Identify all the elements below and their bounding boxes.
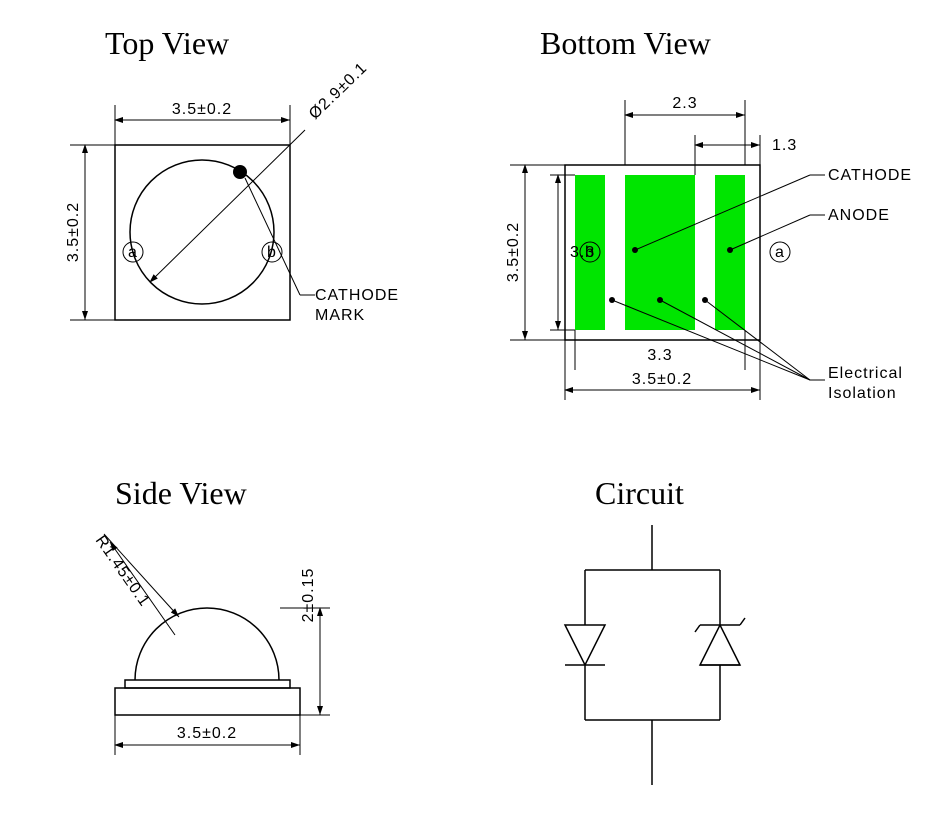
top-view-outline [115, 145, 290, 320]
dim-height-text: 3.5±0.2 [65, 202, 82, 262]
dome-arc [135, 608, 279, 680]
marker-a-text: a [128, 244, 138, 261]
diameter-leader [150, 130, 305, 282]
circuit-group [565, 525, 745, 785]
dim23-text: 2.3 [672, 95, 697, 112]
dim-width-text: 3.5±0.2 [172, 101, 232, 118]
bottom-view-group: b a 2.3 1.3 3.5±0.2 3.3 3.3 3.5±0.2 [505, 95, 912, 402]
radius-text: R1.45±0.1 [92, 533, 153, 611]
zener-wing-l [695, 625, 700, 632]
cathode-dot [233, 165, 247, 179]
bv-dim33v-text: 3.3 [570, 244, 595, 261]
led-triangle [565, 625, 605, 665]
bv-dim33h-text: 3.3 [647, 347, 672, 364]
side-view-group: R1.45±0.1 2±0.15 3.5±0.2 [92, 533, 330, 755]
marker-b-text: b [267, 244, 277, 261]
bv-marker-a-text: a [775, 244, 785, 261]
diameter-text: Ø2.9±0.1 [306, 59, 371, 122]
cathode-label-2: MARK [315, 307, 365, 324]
bv-anode-text: ANODE [828, 207, 890, 224]
drawing-canvas: a b 3.5±0.2 3.5±0.2 Ø2.9±0.1 CATHODE MAR… [0, 0, 943, 837]
zener-triangle [700, 625, 740, 665]
sv-height-text: 2±0.15 [300, 568, 317, 623]
cathode-leader [245, 178, 300, 295]
iso-text-2: Isolation [828, 385, 897, 402]
top-view-group: a b 3.5±0.2 3.5±0.2 Ø2.9±0.1 CATHODE MAR… [65, 59, 399, 324]
bv-dim35h-text: 3.5±0.2 [632, 371, 692, 388]
iso-text-1: Electrical [828, 365, 903, 382]
cathode-label-1: CATHODE [315, 287, 399, 304]
side-base [115, 688, 300, 715]
dim13-text: 1.3 [772, 137, 797, 154]
bv-dim35v-text: 3.5±0.2 [505, 222, 522, 282]
sv-width-text: 3.5±0.2 [177, 725, 237, 742]
zener-wing-r [740, 618, 745, 625]
bv-cathode-text: CATHODE [828, 167, 912, 184]
side-step [125, 680, 290, 688]
